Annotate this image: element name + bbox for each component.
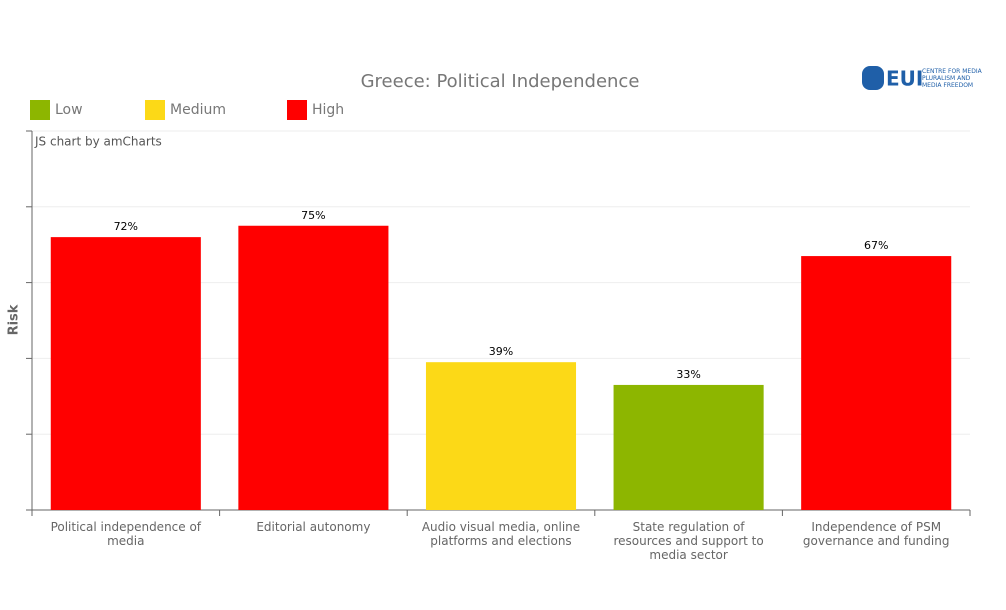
- value-label: 75%: [301, 209, 325, 222]
- logo-text-box: CENTRE FOR MEDIA PLURALISM AND MEDIA FRE…: [922, 68, 982, 89]
- bar: [425, 362, 577, 510]
- legend-swatch: [30, 100, 50, 120]
- value-label: 39%: [489, 345, 513, 358]
- logo-subtitle: CENTRE FOR MEDIA PLURALISM AND MEDIA FRE…: [922, 68, 982, 89]
- y-axis-label: Risk: [7, 304, 22, 335]
- chart-title: Greece: Political Independence: [361, 71, 640, 92]
- credit: JS chart by amCharts: [34, 135, 162, 149]
- legend-label: Low: [55, 102, 83, 118]
- bar: [50, 237, 201, 510]
- value-label: 33%: [676, 368, 700, 381]
- bar: [238, 225, 389, 510]
- bar: [801, 256, 952, 510]
- x-tick-label: Political independence of media: [50, 520, 202, 548]
- legend-label: High: [312, 102, 344, 118]
- legend-swatch: [287, 100, 307, 120]
- x-tick-label: Editorial autonomy: [256, 520, 371, 534]
- legend-label: Medium: [170, 102, 226, 118]
- value-label: 72%: [114, 220, 138, 233]
- legend-swatch: [145, 100, 165, 120]
- bar: [613, 384, 764, 510]
- logo-name: EUI: [886, 67, 923, 91]
- x-tick-label: Audio visual media, online platforms and…: [421, 520, 581, 548]
- x-tick-label: Independence of PSM governance and fundi…: [802, 520, 950, 548]
- logo-icon: [862, 66, 884, 90]
- value-label: 67%: [864, 239, 888, 252]
- x-tick-label: State regulation of resources and suppor…: [613, 520, 764, 562]
